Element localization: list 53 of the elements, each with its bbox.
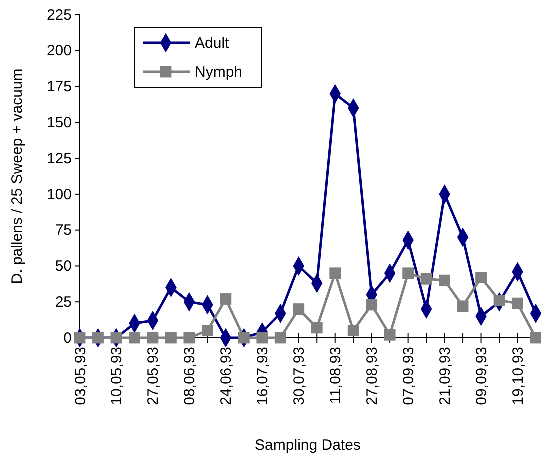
point: [293, 304, 305, 315]
x-tick-label: 07,09,93: [400, 347, 418, 406]
x-tick-label: 19,10,93: [510, 347, 528, 406]
y-tick-label: 50: [55, 258, 72, 276]
y-axis-title: D. pallens / 25 Sweep + vacuum: [9, 68, 26, 284]
y-tick-label: 175: [46, 78, 72, 96]
x-tick-label: 21,09,93: [437, 347, 454, 406]
x-tick-label: 11,08,93: [328, 347, 345, 404]
y-tick-label: 0: [64, 330, 72, 347]
point: [220, 294, 232, 305]
y-tick-label: 125: [46, 150, 72, 168]
x-tick-label: 30,07,93: [291, 347, 308, 406]
x-tick-label: 27,08,93: [364, 347, 382, 406]
point: [202, 325, 214, 337]
y-tick-label: 225: [46, 6, 72, 24]
point: [129, 332, 140, 344]
point: [110, 332, 122, 344]
point: [311, 322, 323, 334]
y-tick-label: 150: [46, 114, 72, 132]
point: [166, 332, 177, 344]
y-tick-label: 200: [46, 42, 72, 60]
y-tick-label: 100: [46, 186, 72, 204]
point: [256, 332, 268, 344]
point: [402, 268, 414, 280]
x-tick-label: 24,06,93: [218, 347, 236, 406]
point: [384, 329, 396, 341]
x-tick-label: 27,05,93: [145, 347, 162, 406]
legend-label: Nymph: [195, 64, 243, 81]
x-tick-label: 03,05,93: [72, 347, 90, 406]
point: [147, 332, 159, 344]
point: [457, 300, 469, 312]
point: [439, 274, 450, 286]
x-tick-label: 08,06,93: [182, 347, 199, 406]
point: [274, 332, 286, 344]
x-axis-title: Sampling Dates: [255, 437, 361, 454]
point: [348, 325, 360, 337]
point: [420, 273, 432, 285]
point: [512, 298, 524, 310]
point: [530, 332, 541, 344]
point: [476, 272, 487, 284]
point: [330, 268, 342, 280]
point: [366, 299, 378, 311]
x-tick-label: 10,05,93: [108, 347, 126, 406]
legend-label: Adult: [195, 35, 230, 52]
x-tick-label: 09,09,93: [474, 347, 491, 406]
point: [74, 332, 86, 344]
y-tick-label: 25: [55, 294, 72, 311]
x-tick-label: 16,07,93: [254, 347, 272, 406]
point: [238, 332, 250, 344]
point: [494, 294, 506, 306]
point: [92, 332, 104, 344]
y-tick-label: 75: [55, 222, 72, 240]
point: [184, 332, 196, 344]
